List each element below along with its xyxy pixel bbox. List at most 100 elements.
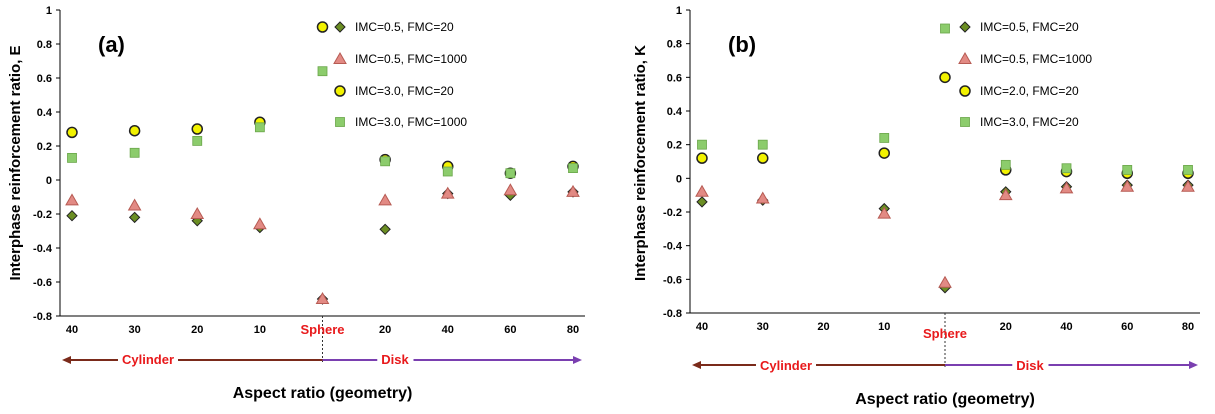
data-point: [127, 198, 142, 211]
x-tick-label: 30: [757, 321, 769, 333]
data-point: [696, 196, 708, 208]
legend-label: IMC=0.5, FMC=20: [355, 20, 454, 34]
data-point: [568, 163, 578, 174]
data-point: [757, 152, 769, 164]
y-tick-label: 0.6: [37, 73, 52, 85]
chart-panel-b: -0.8 -0.6 -0.4 -0.2 0 0.2 0.4 0.6 0.8 1 40 30 20 10 20…: [632, 5, 1200, 408]
x-tick-label: 40: [442, 324, 454, 336]
y-tick-label: 0: [676, 173, 682, 185]
data-point: [939, 71, 951, 84]
data-point: [65, 193, 79, 206]
data-point: [879, 133, 890, 143]
region-label-backdrop: [1012, 358, 1049, 373]
data-point: [440, 186, 455, 199]
cylinder-label: Cylinder: [122, 352, 174, 367]
x-tick-label: 10: [878, 321, 890, 333]
y-tick-label: 0.6: [667, 72, 682, 84]
legend-marker: [333, 51, 347, 64]
x-tick-label: 20: [191, 324, 203, 336]
data-point: [128, 211, 141, 224]
sphere-label: Sphere: [300, 322, 344, 337]
data-point: [695, 184, 709, 197]
data-point: [998, 188, 1013, 201]
cylinder-arrow-head: [62, 356, 71, 364]
y-tick-label: 0.4: [37, 107, 53, 119]
x-tick-label: 40: [66, 324, 78, 336]
region-label-backdrop: [755, 358, 817, 373]
region-label-backdrop: [377, 352, 414, 367]
legend-label: IMC=0.5, FMC=1000: [980, 52, 1092, 66]
legend-label: IMC=3.0, FMC=20: [355, 84, 454, 98]
data-point: [1059, 181, 1074, 194]
data-point: [315, 291, 330, 304]
data-point: [503, 183, 518, 196]
data-point: [192, 135, 203, 146]
y-tick-label: 1: [676, 5, 682, 17]
disk-arrow-head: [573, 356, 582, 364]
x-tick-label: 20: [1000, 321, 1012, 333]
x-tick-label: 60: [1121, 321, 1133, 333]
cylinder-arrow-head: [692, 361, 701, 369]
legend-label: IMC=2.0, FMC=20: [980, 84, 1079, 98]
data-point: [254, 122, 265, 133]
y-tick-label: 0.4: [667, 106, 683, 118]
x-tick-label: 20: [817, 321, 829, 333]
legend-label: IMC=0.5, FMC=20: [980, 20, 1079, 34]
region-label-backdrop: [117, 352, 179, 367]
data-point: [67, 152, 77, 163]
y-tick-label: -0.4: [33, 243, 53, 255]
disk-arrow-head: [1189, 361, 1198, 369]
data-point: [380, 156, 391, 167]
y-tick-label: 0.8: [37, 39, 52, 51]
y-tick-label: -0.4: [663, 241, 683, 253]
data-point: [190, 206, 205, 219]
y-tick-label: -0.6: [33, 277, 52, 289]
y-tick-label: 1: [46, 5, 52, 17]
y-tick-label: -0.6: [663, 274, 682, 286]
x-tick-label: 80: [1182, 321, 1194, 333]
y-tick-label: -0.2: [663, 207, 682, 219]
legend-marker: [958, 51, 972, 64]
cylinder-label: Cylinder: [760, 358, 812, 373]
data-point: [1061, 163, 1072, 174]
data-point: [1000, 159, 1011, 170]
legend-label: IMC=3.0, FMC=1000: [355, 115, 467, 129]
data-point: [505, 168, 516, 179]
series-2: [695, 179, 1195, 288]
legend-marker: [334, 21, 346, 33]
disk-label: Disk: [381, 352, 409, 367]
chart-panel-a: -0.8 -0.6 -0.4 -0.2 0 0.2 0.4 0.6 0.8 1 40 30 20 10 20…: [7, 5, 585, 402]
data-point: [757, 139, 768, 150]
panel-label: (b): [728, 32, 756, 57]
data-point: [877, 206, 892, 219]
y-tick-label: -0.8: [663, 308, 682, 320]
x-axis-title: Aspect ratio (geometry): [233, 385, 413, 402]
data-point: [66, 209, 78, 222]
data-point: [940, 23, 950, 34]
x-tick-label: 40: [1060, 321, 1072, 333]
data-point: [755, 191, 770, 204]
legend-marker: [959, 21, 971, 33]
data-point: [316, 21, 329, 33]
series-4: [697, 23, 1193, 175]
data-point: [253, 217, 267, 230]
legend-marker: [334, 85, 346, 97]
x-tick-label: 60: [504, 324, 516, 336]
legend-marker: [960, 117, 970, 127]
series-2: [65, 183, 580, 304]
data-point: [1120, 179, 1135, 192]
data-point: [317, 66, 328, 77]
x-tick-label: 80: [567, 324, 579, 336]
data-point: [878, 147, 890, 159]
y-tick-label: -0.8: [33, 311, 52, 323]
y-tick-label: 0: [46, 175, 52, 187]
legend-marker: [959, 85, 971, 97]
disk-label: Disk: [1016, 358, 1044, 373]
data-point: [191, 123, 203, 135]
y-tick-label: 0.2: [667, 140, 682, 152]
series-3: [66, 21, 579, 179]
panel-label: (a): [98, 32, 125, 57]
legend-marker: [335, 117, 345, 127]
data-point: [1122, 165, 1133, 175]
data-point: [566, 184, 580, 197]
